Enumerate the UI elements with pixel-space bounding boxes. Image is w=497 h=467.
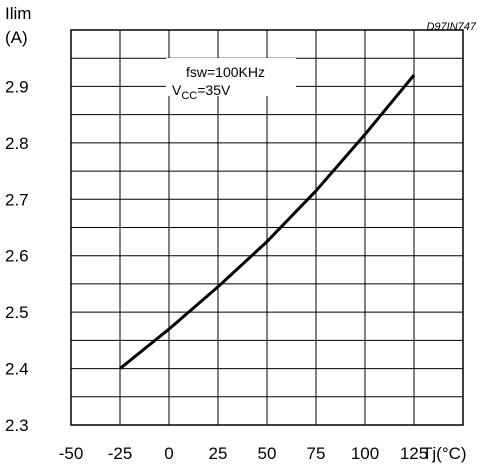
x-tick-label: 25 [209, 444, 228, 463]
x-tick-label: 100 [351, 444, 379, 463]
x-tick-label: 50 [258, 444, 277, 463]
y-tick-label: 2.3 [5, 416, 29, 435]
y-tick-label: 2.6 [5, 247, 29, 266]
annotation-voltage: VCC=35V [172, 82, 231, 102]
y-tick-label: 2.4 [5, 360, 29, 379]
annotation-voltage-main: V [172, 82, 182, 98]
x-tick-label: -25 [108, 444, 133, 463]
annotation-voltage-sub: CC [181, 90, 197, 102]
annotation-frequency: fsw=100KHz [186, 64, 265, 80]
x-tick-labels: -50 -25 0 25 50 75 100 125 [59, 444, 428, 463]
annotation-voltage-value: =35V [197, 82, 231, 98]
x-axis-label: Tj(°C) [422, 444, 467, 463]
grid [71, 30, 463, 425]
plot-frame [70, 29, 464, 426]
y-axis-label: Ilim [5, 4, 31, 23]
x-tick-label: -50 [59, 444, 84, 463]
x-tick-label: 125 [400, 444, 428, 463]
annotation-background [166, 58, 296, 96]
y-tick-label: 2.5 [5, 303, 29, 322]
figure-code: D97IN747 [426, 21, 476, 33]
x-tick-label: 0 [164, 444, 173, 463]
y-tick-label: 2.9 [5, 77, 29, 96]
series-group [119, 74, 416, 370]
y-tick-labels: 2.3 2.4 2.5 2.6 2.7 2.8 2.9 [5, 77, 29, 435]
series-line [119, 74, 416, 370]
y-tick-label: 2.7 [5, 190, 29, 209]
y-axis-unit: (A) [5, 28, 28, 47]
x-tick-label: 75 [307, 444, 326, 463]
y-tick-label: 2.8 [5, 134, 29, 153]
